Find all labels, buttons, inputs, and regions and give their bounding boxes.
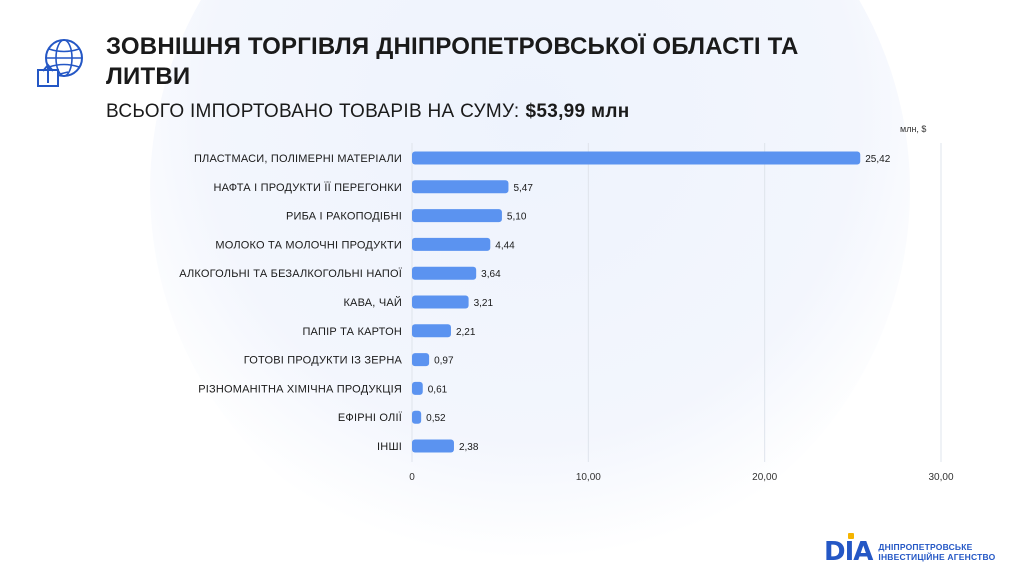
bar (412, 381, 423, 395)
bar (412, 151, 861, 165)
value-label: 5,10 (507, 212, 527, 223)
category-label: ПЛАСТМАСИ, ПОЛІМЕРНІ МАТЕРІАЛИ (194, 153, 402, 165)
brand-name-line1: ДНІПРОПЕТРОВСЬКЕ (878, 542, 973, 552)
value-label: 3,64 (481, 269, 501, 280)
x-tick-label: 0 (409, 472, 415, 483)
x-tick-label: 20,00 (752, 472, 777, 483)
value-label: 0,61 (428, 384, 448, 395)
bar (412, 410, 422, 424)
category-label: МОЛОКО ТА МОЛОЧНІ ПРОДУКТИ (215, 239, 402, 251)
page-title: ЗОВНІШНЯ ТОРГІВЛЯ ДНІПРОПЕТРОВСЬКОЇ ОБЛА… (106, 33, 799, 90)
subtitle-label: ВСЬОГО ІМПОРТОВАНО ТОВАРІВ НА СУМУ: (106, 101, 520, 122)
x-tick-label: 10,00 (576, 472, 601, 483)
value-label: 25,42 (865, 154, 890, 165)
bar (412, 266, 477, 280)
brand-name-line2: ІНВЕСТИЦІЙНЕ АГЕНСТВО (878, 552, 996, 562)
brand-logo: DIA ДНІПРОПЕТРОВСЬКЕ ІНВЕСТИЦІЙНЕ АГЕНСТ… (824, 533, 995, 567)
brand-name: ДНІПРОПЕТРОВСЬКЕ ІНВЕСТИЦІЙНЕ АГЕНСТВО (878, 542, 995, 562)
bar (412, 439, 454, 453)
category-label: ЕФІРНІ ОЛІЇ (338, 412, 403, 424)
bar (412, 353, 430, 367)
value-label: 0,52 (426, 413, 446, 424)
brand-logo-accent (848, 533, 854, 539)
category-label: РІЗНОМАНІТНА ХІМІЧНА ПРОДУКЦІЯ (198, 383, 402, 395)
value-label: 4,44 (495, 240, 515, 251)
globe-import-icon (37, 39, 83, 87)
page-subtitle: ВСЬОГО ІМПОРТОВАНО ТОВАРІВ НА СУМУ: $53,9… (106, 101, 630, 123)
category-label: НАФТА І ПРОДУКТИ ЇЇ ПЕРЕГОНКИ (213, 182, 402, 194)
bar (412, 295, 469, 309)
value-label: 0,97 (434, 356, 454, 367)
value-label: 2,21 (456, 327, 476, 338)
bar (412, 209, 502, 223)
chart-unit-label: млн, $ (900, 124, 927, 134)
category-label: РИБА І РАКОПОДІБНІ (286, 211, 402, 223)
bar (412, 180, 509, 194)
category-label: ІНШІ (377, 441, 402, 453)
subtitle-total-value: $53,99 млн (525, 101, 630, 122)
x-tick-label: 30,00 (928, 472, 953, 483)
bar (412, 324, 451, 338)
value-label: 5,47 (513, 183, 533, 194)
category-label: КАВА, ЧАЙ (343, 296, 402, 309)
value-label: 3,21 (474, 298, 494, 309)
category-label: АЛКОГОЛЬНІ ТА БЕЗАЛКОГОЛЬНІ НАПОЇ (179, 268, 403, 280)
brand-logo-mark: DIA (824, 533, 873, 567)
brand-logo-text: DIA (824, 537, 873, 567)
value-label: 2,38 (459, 442, 479, 453)
category-label: ГОТОВІ ПРОДУКТИ ІЗ ЗЕРНА (244, 355, 403, 367)
bar (412, 237, 491, 251)
category-label: ПАПІР ТА КАРТОН (302, 326, 402, 338)
